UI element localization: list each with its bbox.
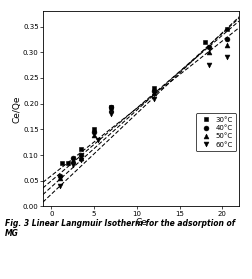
X-axis label: Ce: Ce — [135, 218, 147, 227]
Text: Fig. 3 Linear Langmuir Isotherm for the adsorption of
MG: Fig. 3 Linear Langmuir Isotherm for the … — [5, 219, 235, 239]
Legend: 30°C, 40°C, 50°C, 60°C: 30°C, 40°C, 50°C, 60°C — [196, 113, 236, 151]
Y-axis label: Ce/Qe: Ce/Qe — [13, 95, 21, 122]
